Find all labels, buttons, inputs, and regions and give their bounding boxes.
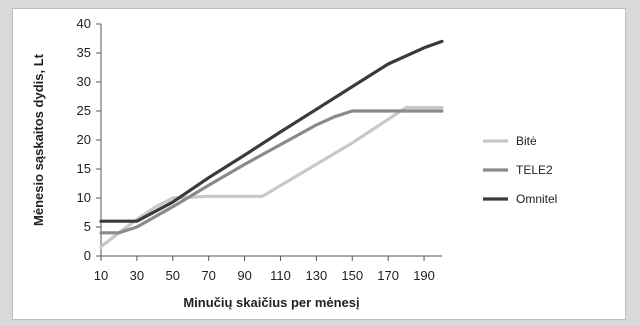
y-tick-label: 40 [77, 16, 91, 31]
y-tick-label: 25 [77, 103, 91, 118]
x-tick-label: 190 [413, 268, 435, 283]
series-line-tele2 [99, 109, 444, 235]
y-tick-label: 35 [77, 45, 91, 60]
x-tick-label: 170 [377, 268, 399, 283]
legend-label: Omnitel [516, 192, 557, 206]
legend: Bitė TELE2 Omnitel [483, 134, 557, 206]
y-axis-label: Mėnesio sąskaitos dydis, Lt [31, 53, 46, 226]
x-tick-label: 30 [130, 268, 144, 283]
axes [100, 24, 442, 257]
y-tick-label: 15 [77, 161, 91, 176]
legend-label: Bitė [516, 134, 537, 148]
x-tick-label: 10 [94, 268, 108, 283]
series-lines [99, 39, 444, 249]
y-tick-label: 20 [77, 132, 91, 147]
legend-label: TELE2 [516, 163, 553, 177]
x-tick-label: 110 [270, 268, 291, 283]
series-line-omnitel [99, 39, 444, 223]
series-line-bitė [99, 105, 444, 249]
x-axis-label: Minučių skaičius per mėnesį [183, 295, 359, 310]
chart-panel: 0 5 10 15 20 25 30 35 40 10 30 50 70 90 110 130 150 170 1… [12, 8, 626, 320]
x-tick-label: 130 [306, 268, 328, 283]
y-tick-label: 5 [84, 219, 91, 234]
x-axis-ticks: 10 30 50 70 90 110 130 150 170 190 [94, 256, 435, 283]
x-tick-label: 50 [166, 268, 180, 283]
x-tick-label: 150 [341, 268, 363, 283]
y-tick-label: 10 [77, 190, 91, 205]
x-tick-label: 90 [237, 268, 251, 283]
y-tick-label: 0 [84, 248, 91, 263]
y-tick-label: 30 [77, 74, 91, 89]
y-axis-ticks: 0 5 10 15 20 25 30 35 40 [77, 16, 101, 263]
x-tick-label: 70 [201, 268, 215, 283]
